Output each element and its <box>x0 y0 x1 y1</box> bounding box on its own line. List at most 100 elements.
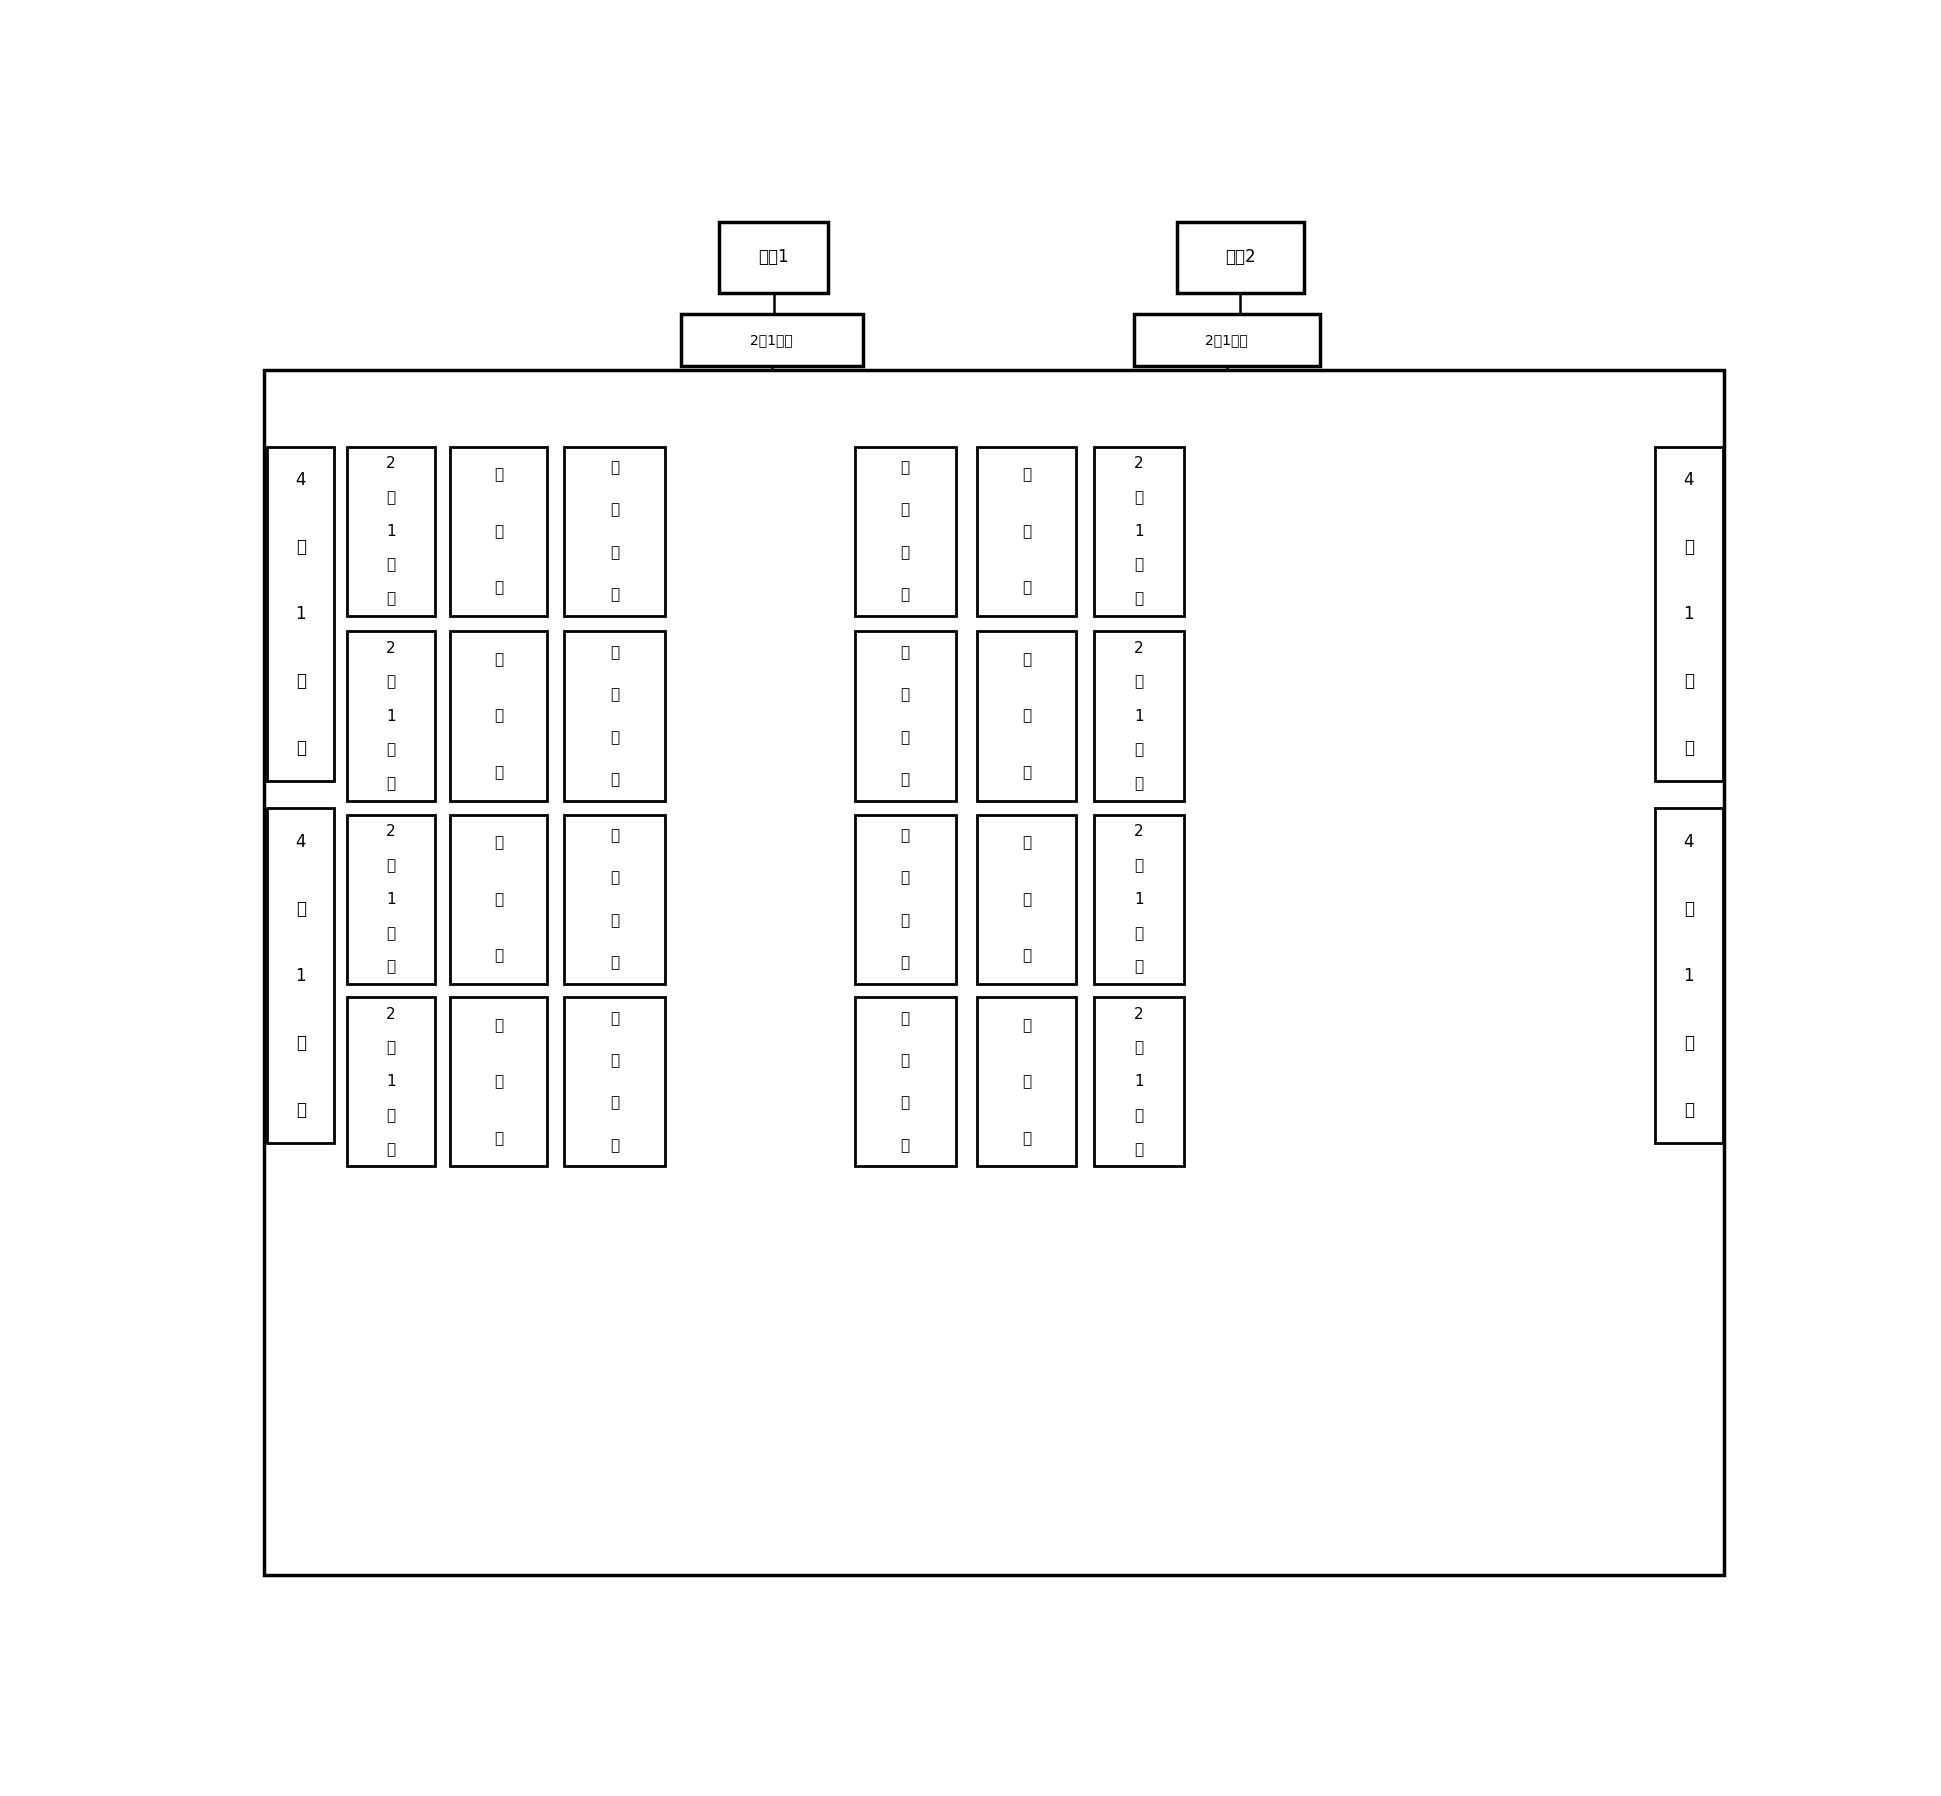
Bar <box>1093 997 1184 1166</box>
Text: 元: 元 <box>901 772 910 787</box>
Bar <box>854 447 955 616</box>
Text: 元: 元 <box>901 955 910 970</box>
Text: 选: 选 <box>1134 1040 1143 1056</box>
Text: 目: 目 <box>609 828 619 844</box>
Bar <box>854 997 955 1166</box>
Bar <box>450 815 547 984</box>
Text: 标: 标 <box>609 503 619 517</box>
Text: 2逅1开关: 2逅1开关 <box>749 332 794 347</box>
Text: 1: 1 <box>295 605 307 623</box>
Text: 标: 标 <box>901 688 910 702</box>
Bar <box>1176 221 1304 293</box>
Text: 开: 开 <box>1134 925 1143 941</box>
Text: 2: 2 <box>1134 456 1143 471</box>
Text: 变: 变 <box>493 467 503 483</box>
Text: 1: 1 <box>386 524 396 539</box>
Bar <box>565 447 666 616</box>
Bar <box>450 447 547 616</box>
Text: 变: 变 <box>493 1018 503 1033</box>
Bar <box>854 815 955 984</box>
Text: 开: 开 <box>386 1108 396 1122</box>
Text: 关: 关 <box>1134 1142 1143 1157</box>
Text: 标: 标 <box>901 1052 910 1069</box>
Text: 器: 器 <box>493 1131 503 1146</box>
Text: 变: 变 <box>1023 467 1031 483</box>
Text: 关: 关 <box>386 959 396 975</box>
Text: 元: 元 <box>609 772 619 787</box>
Text: 量: 量 <box>1023 524 1031 539</box>
Bar <box>268 447 334 781</box>
Text: 量: 量 <box>1023 893 1031 907</box>
Bar <box>720 221 827 293</box>
Text: 单: 单 <box>609 544 619 560</box>
Text: 关: 关 <box>1683 738 1694 756</box>
Text: 开: 开 <box>1683 672 1694 690</box>
Text: 1: 1 <box>1134 708 1143 724</box>
Text: 1: 1 <box>1134 893 1143 907</box>
Bar <box>1134 314 1320 366</box>
Text: 目: 目 <box>609 645 619 659</box>
Text: 量: 量 <box>493 524 503 539</box>
Bar <box>565 815 666 984</box>
Text: 选: 选 <box>386 675 396 690</box>
Text: 变: 变 <box>493 835 503 850</box>
Text: 2: 2 <box>386 824 396 839</box>
Text: 元: 元 <box>609 1139 619 1153</box>
Text: 变: 变 <box>1023 835 1031 850</box>
Bar <box>978 997 1075 1166</box>
Bar <box>1093 632 1184 801</box>
Text: 单: 单 <box>609 1096 619 1110</box>
Text: 器: 器 <box>493 580 503 594</box>
Text: 1: 1 <box>386 1074 396 1088</box>
Text: 目: 目 <box>901 645 910 659</box>
Text: 选: 选 <box>386 490 396 505</box>
Text: 器: 器 <box>1023 1131 1031 1146</box>
Text: 关: 关 <box>295 738 307 756</box>
Text: 选: 选 <box>386 858 396 873</box>
Text: 目: 目 <box>609 1011 619 1026</box>
Text: 关: 关 <box>1134 591 1143 607</box>
Text: 4: 4 <box>295 833 307 851</box>
Text: 量: 量 <box>493 708 503 724</box>
Text: 开: 开 <box>295 672 307 690</box>
Text: 端口2: 端口2 <box>1225 248 1256 266</box>
Bar <box>978 815 1075 984</box>
Text: 器: 器 <box>1023 580 1031 594</box>
Bar <box>565 632 666 801</box>
Text: 单: 单 <box>609 912 619 929</box>
Bar <box>347 997 435 1166</box>
Text: 4: 4 <box>1683 471 1694 489</box>
Text: 目: 目 <box>901 1011 910 1026</box>
Text: 变: 变 <box>493 652 503 666</box>
Text: 2: 2 <box>386 1006 396 1022</box>
Text: 开: 开 <box>1683 1034 1694 1052</box>
Text: 标: 标 <box>609 871 619 885</box>
Text: 量: 量 <box>1023 1074 1031 1088</box>
Text: 关: 关 <box>1134 776 1143 792</box>
Bar <box>1093 815 1184 984</box>
Text: 1: 1 <box>1683 605 1694 623</box>
Text: 开: 开 <box>1134 557 1143 573</box>
Text: 量: 量 <box>493 893 503 907</box>
Text: 2: 2 <box>1134 641 1143 656</box>
Text: 单: 单 <box>901 544 910 560</box>
Bar <box>268 808 334 1144</box>
Bar <box>1093 447 1184 616</box>
Text: 单: 单 <box>901 729 910 745</box>
Text: 器: 器 <box>493 765 503 779</box>
Text: 选: 选 <box>1683 900 1694 918</box>
Text: 选: 选 <box>386 1040 396 1056</box>
Text: 2: 2 <box>1134 824 1143 839</box>
Text: 单: 单 <box>901 912 910 929</box>
Text: 关: 关 <box>386 1142 396 1157</box>
Text: 选: 选 <box>1134 490 1143 505</box>
Text: 2逅1开关: 2逅1开关 <box>1205 332 1248 347</box>
Text: 开: 开 <box>386 925 396 941</box>
Text: 关: 关 <box>295 1101 307 1119</box>
Bar <box>1654 447 1724 781</box>
Text: 关: 关 <box>1134 959 1143 975</box>
Text: 选: 选 <box>1683 539 1694 557</box>
Text: 2: 2 <box>1134 1006 1143 1022</box>
Text: 单: 单 <box>609 729 619 745</box>
Bar <box>347 447 435 616</box>
